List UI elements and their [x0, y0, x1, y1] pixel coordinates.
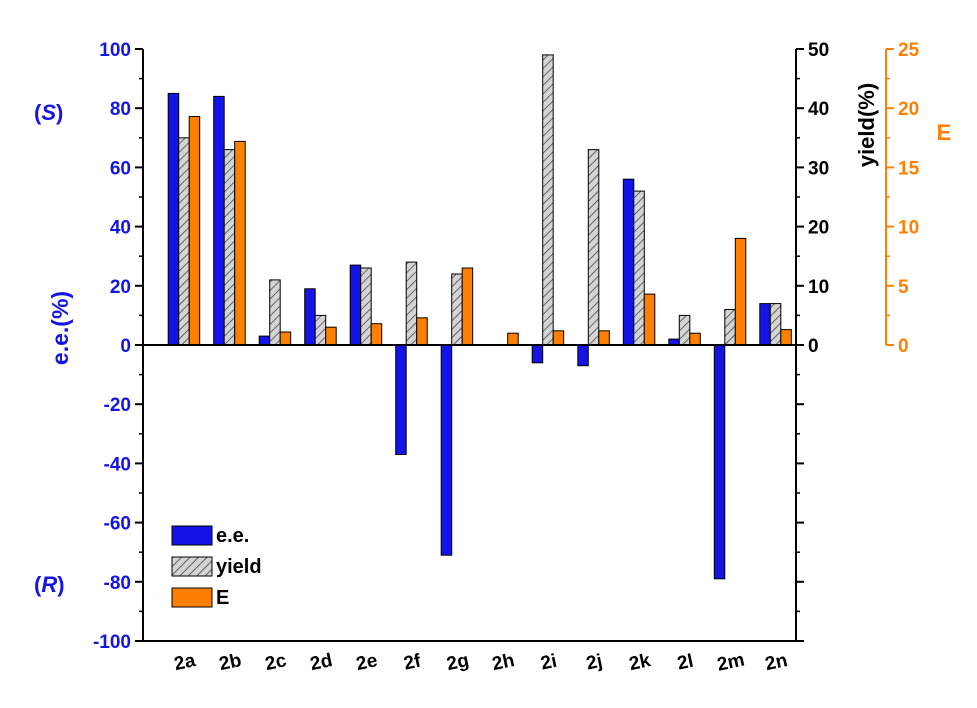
x-tick-label-2a: 2a: [172, 650, 197, 675]
legend-swatch-yield: [171, 556, 213, 577]
x-tick-label-2j: 2j: [584, 651, 604, 675]
right1-tick-label-50: 50: [808, 40, 829, 61]
labels-layer: 2a 2b 2c 2d 2e 2f 2g 2h 2i 2j 2k 2l 2m 2n -100 -80 -60 -4…: [93, 40, 920, 676]
bar-ee-2c: [258, 335, 271, 346]
left-axis-title: e.e.(%): [47, 291, 73, 365]
bar-ee-2m: [713, 344, 726, 580]
bar-yield-2d: [314, 314, 327, 346]
left-tick-label-40: 40: [110, 218, 131, 239]
bar-e-2n: [780, 329, 792, 346]
bar-yield-2m: [724, 309, 736, 346]
bar-yield-2i: [542, 54, 554, 346]
x-tick-label-2f: 2f: [402, 650, 424, 674]
bar-ee-2f: [395, 344, 407, 455]
bar-e-2m: [734, 237, 747, 346]
bar-ee-2n: [759, 303, 771, 346]
bar-e-2g: [461, 267, 474, 346]
bar-e-2j: [598, 330, 610, 346]
bar-e-2l: [689, 332, 701, 346]
bar-yield-2g: [451, 273, 463, 346]
right2-tick-label-10: 10: [898, 218, 919, 239]
bar-ee-2d: [304, 288, 316, 346]
bar-ee-2a: [167, 92, 180, 346]
legend: e.e. yield E: [171, 525, 262, 609]
right2-tick-label-15: 15: [898, 158, 920, 179]
bar-yield-2e: [360, 267, 372, 346]
left-tick-label-20: 20: [110, 277, 131, 298]
bar-e-2a: [188, 116, 201, 346]
bar-e-2h: [507, 332, 519, 346]
bar-yield-2n: [769, 303, 782, 346]
right1-tick-label-0: 0: [808, 336, 819, 357]
bar-e-2c: [279, 331, 292, 346]
right2-tick-label-20: 20: [898, 99, 919, 120]
bar-e-2f: [416, 317, 428, 346]
R-annotation: (R): [34, 572, 65, 597]
bar-yield-2k: [633, 190, 645, 346]
bar-yield-2f: [405, 261, 418, 346]
x-tick-label-2b: 2b: [217, 650, 243, 675]
bar-e-2e: [370, 323, 383, 346]
left-tick-label--80: -80: [104, 573, 131, 594]
bar-yield-2j: [587, 149, 600, 346]
legend-label-E: E: [216, 587, 229, 609]
left-tick-label--20: -20: [104, 395, 131, 416]
right1-tick-label-20: 20: [808, 218, 829, 239]
bar-yield-2a: [178, 137, 190, 346]
legend-label-yield: yield: [216, 556, 262, 578]
right2-tick-label-25: 25: [898, 40, 920, 61]
bar-e-2d: [325, 326, 337, 346]
legend-swatch-ee: [171, 525, 213, 546]
left-tick-label-100: 100: [99, 40, 131, 61]
x-tick-label-2k: 2k: [627, 650, 652, 675]
S-annotation: (S): [34, 100, 63, 125]
bar-e-2b: [234, 140, 246, 346]
left-tick-label-80: 80: [110, 99, 131, 120]
x-tick-label-2g: 2g: [445, 650, 471, 675]
bar-yield-2b: [223, 149, 236, 346]
x-tick-label-2n: 2n: [763, 650, 789, 675]
bar-ee-2e: [349, 264, 362, 346]
bar-ee-2g: [440, 344, 453, 556]
bar-yield-2c: [269, 279, 281, 346]
axes-layer: [135, 48, 894, 642]
bar-e-2i: [552, 330, 565, 346]
bar-ee-2j: [577, 344, 589, 367]
bar-ee-2b: [213, 95, 225, 346]
left-tick-label--60: -60: [104, 514, 131, 535]
left-tick-label--100: -100: [93, 632, 131, 653]
right1-tick-label-30: 30: [808, 158, 829, 179]
x-tick-label-2e: 2e: [354, 650, 379, 675]
x-tick-label-2c: 2c: [263, 650, 288, 675]
bar-yield-2l: [678, 314, 691, 346]
bar-e-2k: [643, 293, 656, 346]
bar-ee-2i: [531, 344, 544, 364]
bar-ee-2k: [622, 178, 635, 346]
right1-tick-label-10: 10: [808, 277, 829, 298]
right2-tick-label-5: 5: [898, 277, 909, 298]
right2-axis-title: E: [937, 120, 952, 145]
x-tick-label-2h: 2h: [490, 650, 516, 675]
left-tick-label-60: 60: [110, 158, 131, 179]
left-tick-label-0: 0: [120, 336, 131, 357]
legend-label-ee: e.e.: [216, 525, 249, 547]
left-tick-label--40: -40: [104, 454, 131, 475]
x-tick-label-2m: 2m: [715, 649, 746, 675]
right1-tick-label-40: 40: [808, 99, 829, 120]
bars-layer: [167, 54, 792, 580]
x-tick-label-2i: 2i: [539, 651, 559, 675]
right2-tick-label-0: 0: [898, 336, 909, 357]
x-tick-label-2d: 2d: [308, 650, 334, 675]
x-tick-label-2l: 2l: [675, 651, 695, 675]
right1-axis-title: yield(%): [854, 83, 879, 167]
legend-swatch-E: [171, 587, 213, 608]
